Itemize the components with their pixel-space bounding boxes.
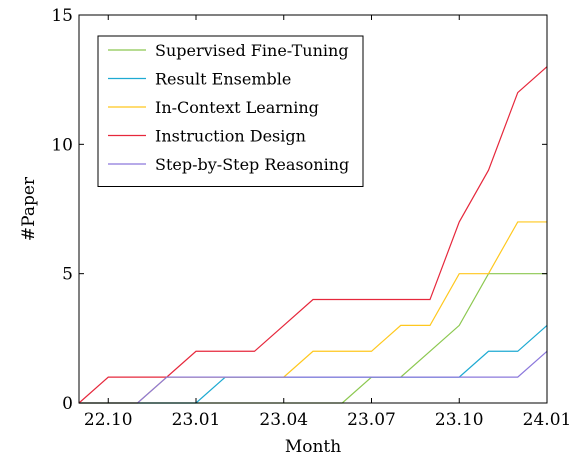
legend: Supervised Fine-Tuning Result Ensemble In-… xyxy=(97,35,364,187)
legend-label: In-Context Learning xyxy=(155,98,319,117)
legend-label: Result Ensemble xyxy=(155,70,291,89)
x-tick-label: 23.04 xyxy=(259,410,308,430)
x-axis-label: Month xyxy=(285,437,341,457)
legend-label: Step-by-Step Reasoning xyxy=(155,155,349,174)
x-tick-label: 22.10 xyxy=(84,410,133,430)
y-tick-label: 10 xyxy=(51,135,73,155)
y-tick-label: 0 xyxy=(62,394,73,414)
series-line-instruction-design xyxy=(78,66,548,404)
x-tick-label: 23.10 xyxy=(435,410,484,430)
plot-frame xyxy=(78,14,548,404)
legend-box xyxy=(97,35,364,187)
series-line-supervised-fine-tuning xyxy=(79,273,547,404)
legend-label: Instruction Design xyxy=(155,127,306,146)
series-line-in-context-learning xyxy=(79,221,547,404)
y-tick-label: 15 xyxy=(51,6,73,26)
x-tick-label: 23.01 xyxy=(172,410,221,430)
x-tick-label: 23.07 xyxy=(347,410,396,430)
series-line-step-by-step-reasoning xyxy=(79,350,548,404)
ticks-layer: 0 5 10 15 22.10 23.01 23.04 23.07 23.10 24.01 xyxy=(51,6,571,430)
y-tick-label: 5 xyxy=(62,265,73,285)
series-line-result-ensemble xyxy=(79,324,548,404)
legend-label: Supervised Fine-Tuning xyxy=(155,41,349,60)
y-axis-label: #Paper xyxy=(19,176,39,241)
x-tick-label: 24.01 xyxy=(523,410,572,430)
